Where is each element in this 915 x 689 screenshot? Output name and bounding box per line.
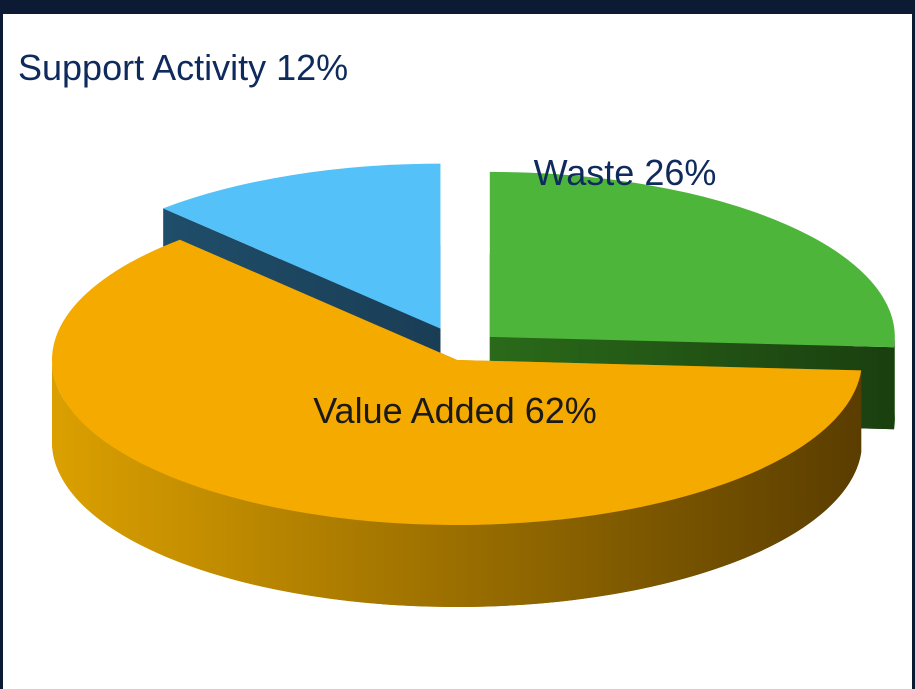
- pie: [51, 163, 895, 608]
- slice-top: [51, 239, 862, 526]
- category-name: Value Added: [313, 390, 515, 431]
- slice-top: [489, 171, 895, 348]
- category-name: Support Activity: [18, 47, 266, 88]
- data-label: Waste 26%: [534, 152, 717, 193]
- category-name: Waste: [534, 152, 635, 193]
- value-label: 62%: [525, 390, 597, 431]
- value-label: 26%: [644, 152, 716, 193]
- value-label: 12%: [276, 47, 348, 88]
- slice: [51, 239, 862, 608]
- data-label: Support Activity 12%: [18, 47, 348, 88]
- slice-outer-wall: [52, 360, 862, 608]
- top-bar: [0, 0, 915, 14]
- slice-outer-wall: [894, 336, 895, 430]
- left-border: [0, 0, 3, 689]
- data-label: Value Added 62%: [313, 390, 597, 431]
- right-border: [912, 0, 915, 689]
- slice-top: [163, 163, 441, 329]
